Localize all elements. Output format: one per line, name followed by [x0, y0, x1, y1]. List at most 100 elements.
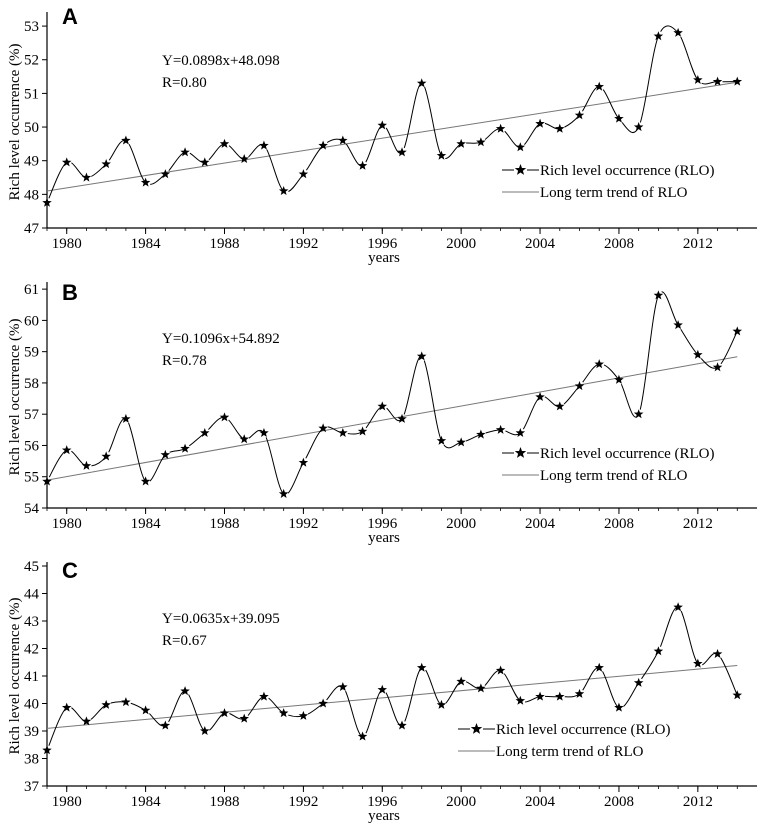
rlo-curve-segment [480, 128, 501, 143]
rlo-curve-segment [618, 379, 640, 418]
correlation-r: R=0.78 [162, 353, 207, 369]
rlo-data-point [436, 699, 447, 709]
rlo-curve-segment [599, 86, 620, 119]
rlo-data-point [436, 435, 447, 445]
rlo-data-point [239, 713, 249, 723]
rlo-curve-segment [441, 681, 462, 706]
x-tick-label: 2012 [683, 236, 713, 252]
rlo-curve-segment [105, 139, 127, 165]
rlo-curve-segment [66, 449, 87, 467]
rlo-curve-segment [204, 712, 225, 732]
rlo-data-point [239, 434, 249, 444]
rlo-curve-segment [717, 653, 738, 696]
rlo-data-point [574, 110, 585, 120]
rlo-curve-segment [599, 363, 620, 381]
rlo-data-point [81, 716, 92, 726]
rlo-data-point [653, 646, 664, 656]
rlo-data-point [732, 690, 743, 700]
rlo-data-point [377, 120, 388, 130]
y-tick-label: 41 [24, 669, 39, 685]
rlo-data-point [614, 702, 624, 712]
rlo-data-point [495, 123, 506, 133]
rlo-data-point [535, 392, 545, 402]
rlo-curve-segment [401, 667, 423, 726]
rlo-curve-segment [559, 114, 580, 130]
rlo-data-point [456, 676, 466, 686]
rlo-data-point [180, 686, 190, 696]
x-axis-label: years [368, 250, 400, 266]
rlo-curve-segment [145, 454, 166, 483]
rlo-data-point [160, 449, 171, 459]
rlo-curve-segment [717, 331, 738, 368]
rlo-data-point [140, 177, 151, 187]
rlo-curve-segment [657, 291, 679, 326]
x-tick-label: 1992 [288, 516, 318, 532]
x-tick-label: 1996 [367, 794, 398, 810]
x-tick-label: 1980 [52, 516, 82, 532]
rlo-curve-segment [421, 355, 442, 441]
x-tick-label: 1996 [367, 516, 398, 532]
rlo-curve-segment [638, 295, 659, 415]
rlo-data-point [397, 720, 407, 730]
rlo-data-point [633, 122, 644, 132]
rlo-data-point [357, 160, 368, 170]
rlo-data-point [712, 649, 723, 659]
rlo-data-point [298, 710, 309, 720]
regression-equation: Y=0.0898x+48.098 [162, 53, 280, 69]
regression-equation: Y=0.1096x+54.892 [162, 331, 280, 347]
y-tick-label: 40 [24, 697, 39, 713]
rlo-data-point [160, 720, 171, 730]
rlo-curve-segment [401, 82, 423, 153]
legend-star-marker [514, 447, 527, 458]
y-tick-label: 54 [24, 501, 40, 517]
y-tick-label: 43 [24, 614, 39, 630]
rlo-curve-segment [243, 696, 265, 720]
rlo-data-point [121, 697, 131, 707]
y-tick-label: 37 [24, 779, 40, 795]
rlo-data-point [160, 169, 171, 179]
rlo-data-point [61, 157, 72, 167]
legend-star-marker [514, 164, 527, 175]
rlo-data-point [200, 726, 210, 736]
rlo-curve-segment [381, 689, 403, 727]
rlo-data-point [594, 359, 604, 369]
rlo-data-point [318, 698, 328, 708]
rlo-data-point [712, 362, 723, 372]
rlo-curve-segment [184, 690, 206, 732]
rlo-data-point [61, 702, 72, 712]
rlo-curve-segment [657, 606, 679, 652]
rlo-curve-segment [519, 396, 541, 434]
rlo-data-point [614, 113, 624, 123]
rlo-data-point [436, 150, 447, 160]
x-tick-label: 2004 [525, 794, 556, 810]
rlo-curve-segment [638, 35, 659, 128]
rlo-curve-segment [441, 143, 462, 159]
rlo-data-point [357, 731, 368, 741]
rlo-data-point [101, 451, 111, 461]
rlo-curve-segment [559, 385, 580, 407]
rlo-data-point [278, 488, 289, 498]
rlo-data-point [397, 413, 407, 423]
panel-letter: C [62, 558, 78, 583]
rlo-data-point [219, 708, 230, 718]
rlo-data-point [377, 401, 388, 411]
x-tick-label: 2012 [683, 516, 713, 532]
y-tick-label: 55 [24, 470, 39, 486]
rlo-data-point [416, 662, 427, 672]
rlo-curve-segment [86, 163, 107, 179]
rlo-data-point [732, 76, 743, 86]
x-tick-label: 2000 [446, 516, 476, 532]
rlo-data-point [180, 147, 190, 157]
x-tick-label: 2008 [604, 236, 634, 252]
x-tick-label: 1996 [367, 236, 398, 252]
rlo-curve-segment [164, 690, 186, 726]
legend-trend-label: Long term trend of RLO [496, 744, 644, 760]
rlo-data-point [515, 427, 526, 437]
rlo-curve-segment [677, 324, 699, 356]
rlo-curve-segment [362, 405, 383, 432]
rlo-curve-segment [66, 161, 87, 179]
x-tick-label: 1984 [131, 236, 162, 252]
y-tick-label: 44 [24, 587, 40, 603]
rlo-data-point [633, 409, 644, 419]
